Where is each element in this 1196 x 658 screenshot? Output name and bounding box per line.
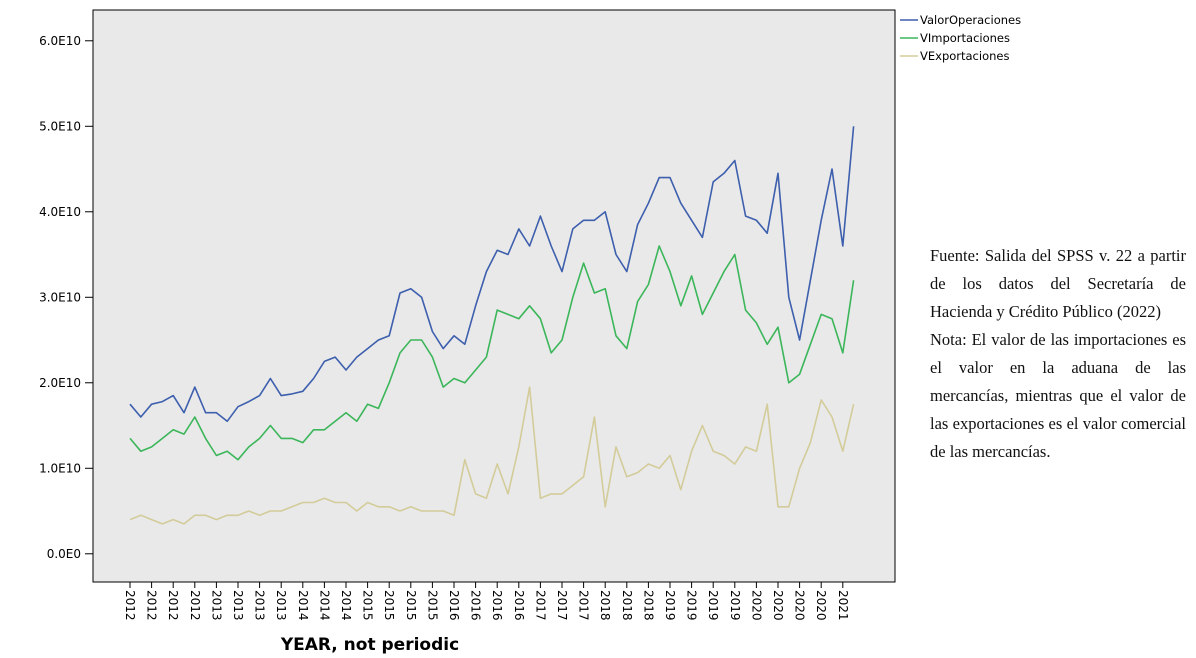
x-axis-title: YEAR, not periodic [280,635,459,655]
x-tick-label: 2018 [620,590,634,621]
y-tick-label: 6.0E10 [39,34,81,48]
series-line [129,126,855,423]
note-text: Nota: El valor de las importaciones es e… [930,330,1186,461]
x-tick-label: 2017 [533,590,547,621]
source-note: Fuente: Salida del SPSS v. 22 a partir d… [930,246,1186,321]
x-tick-label: 2013 [253,590,267,621]
note: Fuente: Salida del SPSS v. 22 a partir d… [930,242,1186,466]
series-line [129,245,855,461]
x-tick-label: 2014 [339,590,353,621]
y-tick-label: 1.0E10 [39,461,81,475]
x-tick-label: 2017 [577,590,591,621]
y-tick-label: 0.0E0 [47,547,81,561]
x-tick-label: 2017 [555,590,569,621]
x-tick-label: 2016 [512,590,526,621]
y-tick-label: 2.0E10 [39,376,81,390]
x-tick-label: 2015 [404,590,418,621]
x-tick-label: 2013 [274,590,288,621]
x-tick-label: 2016 [447,590,461,621]
series-line [129,386,855,525]
y-tick-label: 4.0E10 [39,205,81,219]
x-tick-label: 2016 [469,590,483,621]
x-tick-label: 2021 [836,590,850,621]
x-tick-label: 2020 [814,590,828,621]
y-tick-label: 3.0E10 [39,290,81,304]
x-tick-label: 2015 [425,590,439,621]
x-tick-label: 2015 [382,590,396,621]
x-tick-label: 2020 [793,590,807,621]
x-tick-label: 2020 [771,590,785,621]
x-tick-label: 2014 [317,590,331,621]
x-tick-label: 2019 [685,590,699,621]
x-tick-label: 2019 [728,590,742,621]
x-tick-label: 2012 [123,590,137,621]
x-tick-label: 2014 [296,590,310,621]
x-tick-label: 2018 [598,590,612,621]
x-tick-label: 2019 [663,590,677,621]
y-tick-label: 5.0E10 [39,119,81,133]
x-tick-label: 2019 [706,590,720,621]
x-tick-label: 2018 [641,590,655,621]
x-tick-label: 2020 [749,590,763,621]
legend-label: VExportaciones [920,49,1009,63]
x-tick-label: 2012 [166,590,180,621]
x-tick-label: 2012 [145,590,159,621]
legend-label: VImportaciones [920,31,1010,45]
x-tick-label: 2013 [231,590,245,621]
x-tick-label: 2012 [188,590,202,621]
x-tick-label: 2015 [361,590,375,621]
x-tick-label: 2013 [209,590,223,621]
legend-label: ValorOperaciones [920,13,1021,27]
x-tick-label: 2016 [490,590,504,621]
plot-area [92,9,896,583]
